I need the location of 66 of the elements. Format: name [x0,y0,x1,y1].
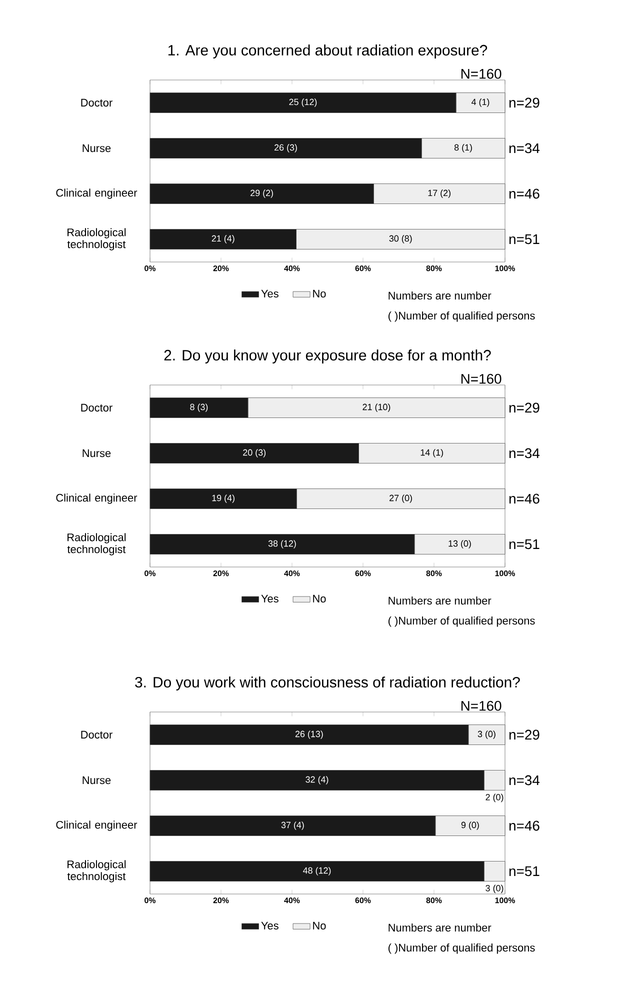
text: ( )Number of qualified persons [388,312,535,322]
legend-label: Yes [261,594,278,602]
y-tick-label: Radiological technologist [67,228,126,250]
y-tick-label: Doctor [81,730,112,739]
text: n=34 [509,448,540,458]
text: N=160 [461,68,502,79]
y-tick-label: Radiological technologist [67,533,126,556]
annotation: 21 (4) [212,235,234,244]
y-tick-label: Nurse [82,144,111,152]
annotation: 29 (2) [250,190,273,198]
y-tick-label: Doctor [81,98,112,107]
text: ( )Number of qualified persons [388,616,535,627]
legend-label: No [313,290,326,298]
annotation: 25 (12) [289,98,317,107]
annotation: 26 (13) [295,730,323,739]
text: n=34 [509,775,540,786]
legend-label: Yes [261,922,278,930]
annotation: 38 (12) [268,540,296,548]
annotation: 8 (1) [454,144,472,152]
annotation: 3 (0) [486,884,504,894]
annotation: 2 (0) [486,794,504,802]
y-tick-label: Clinical engineer [56,188,138,199]
annotation: 8 (3) [190,404,208,412]
annotation: 13 (0) [448,540,471,548]
text: n=51 [509,866,540,876]
text: n=51 [509,539,540,550]
text: n=29 [509,402,540,413]
text: n=29 [509,98,540,108]
annotation: 30 (8) [389,235,412,244]
text: n=29 [509,730,540,740]
legend-label: No [313,594,326,602]
annotation: 9 (0) [461,822,479,830]
y-tick-label: Nurse [82,449,111,458]
y-tick-label: Clinical engineer [56,820,138,831]
text: n=34 [509,143,540,154]
y-tick-label: Doctor [81,404,112,412]
annotation: 37 (4) [281,822,304,830]
text: n=46 [509,820,540,831]
text: Numbers are number [388,924,492,932]
text: n=46 [509,188,540,199]
chart-title: 2. Do you know your exposure dose for a month? [164,350,491,364]
annotation: 17 (2) [428,190,450,198]
text: N=160 [461,700,502,711]
text: ( )Number of qualified persons [388,944,535,954]
annotation: 20 (3) [243,449,266,458]
annotation: 3 (0) [478,730,496,739]
y-tick-label: Radiological technologist [67,860,126,882]
annotation: 27 (0) [390,494,412,503]
chart-title: 1. Are you concerned about radiation exposure? [168,44,488,58]
annotation: 21 (10) [362,404,390,412]
text: Numbers are number [388,596,492,605]
text: Numbers are number [388,292,492,300]
text: n=46 [509,494,540,504]
text: N=160 [461,374,502,384]
annotation: 14 (1) [420,449,444,458]
annotation: 26 (3) [274,144,297,152]
text: n=51 [509,234,540,244]
chart-title: 3. Do you work with consciousness of radiation reduction? [135,676,520,690]
annotation: 32 (4) [306,776,328,784]
legend-label: Yes [261,290,278,298]
legend-label: No [313,922,326,930]
y-tick-label: Clinical engineer [56,494,138,504]
y-tick-label: Nurse [82,776,111,784]
annotation: 19 (4) [212,494,234,503]
annotation: 4 (1) [471,98,490,107]
annotation: 48 (12) [303,867,331,876]
